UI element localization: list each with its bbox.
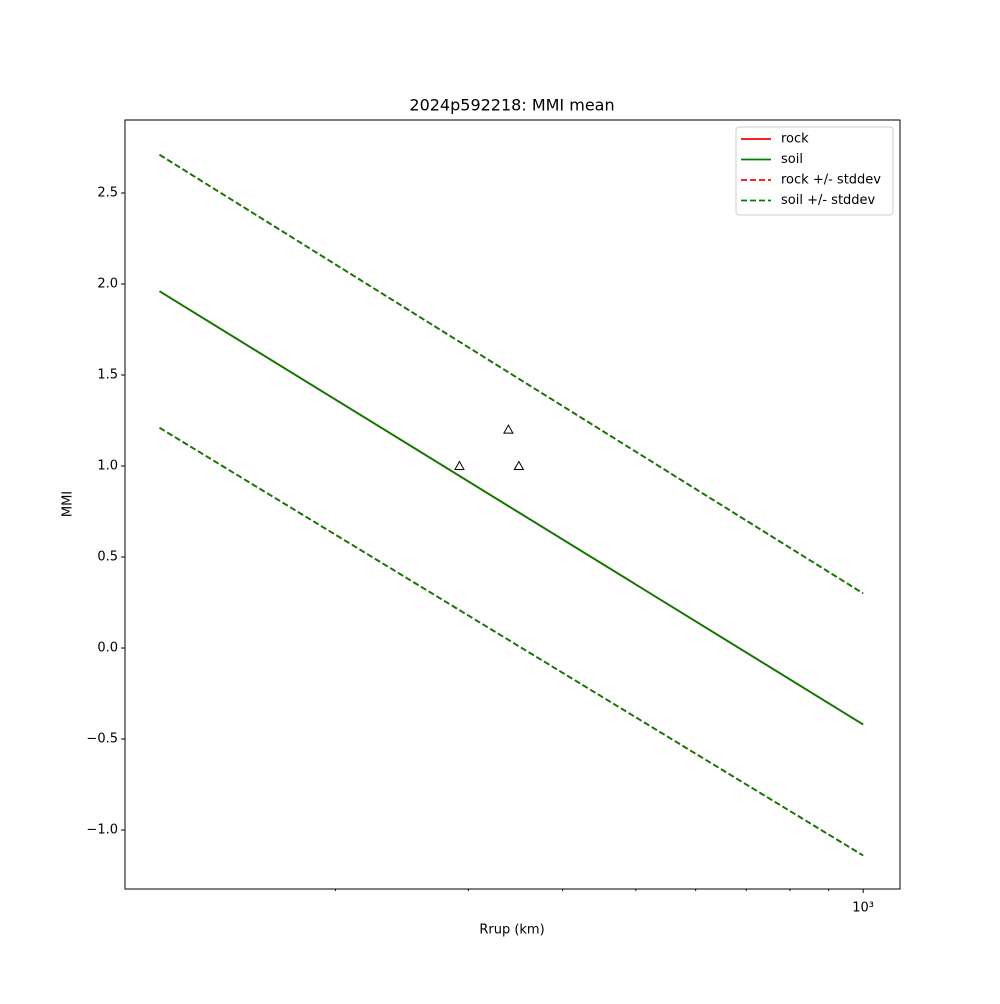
legend-box <box>735 126 894 216</box>
y-tick-label: 1.5 <box>97 367 118 382</box>
chart-title: 2024p592218: MMI mean <box>409 96 614 115</box>
y-tick-label: 2.0 <box>97 276 118 291</box>
y-tick-label: 2.5 <box>97 185 118 200</box>
mean-line <box>159 290 864 726</box>
observed-point <box>454 460 465 471</box>
plot-frame <box>124 119 901 890</box>
legend-label: soil +/- stddev <box>781 193 876 208</box>
legend-label: rock +/- stddev <box>781 173 881 188</box>
lower-stddev-line <box>159 427 864 857</box>
y-tick-label: 1.0 <box>97 459 118 474</box>
observed-point <box>503 424 514 434</box>
y-axis-label: MMI <box>61 491 76 517</box>
x-axis-label: Rrup (km) <box>479 923 544 938</box>
y-tick-label: 0.5 <box>97 550 118 565</box>
upper-stddev-line <box>159 154 864 595</box>
x-tick-label: 10³ <box>852 901 874 916</box>
legend-label: rock <box>781 132 809 147</box>
observed-point <box>513 460 525 471</box>
y-tick-label: 0.0 <box>97 641 118 656</box>
y-tick-label: −1.0 <box>86 823 118 838</box>
y-tick-label: −0.5 <box>86 732 118 747</box>
legend-label: soil <box>781 152 803 167</box>
